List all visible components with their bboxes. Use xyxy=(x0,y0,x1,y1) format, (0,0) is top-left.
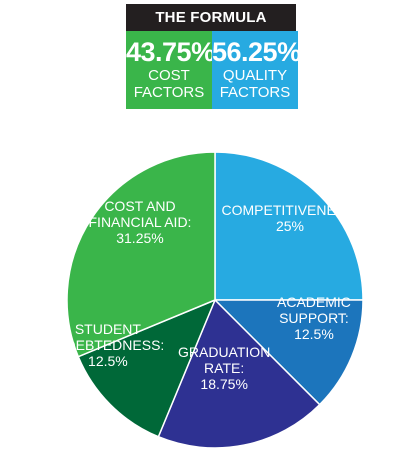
pie-slice-graduation-rate xyxy=(157,298,321,449)
pie-slice-competitiveness xyxy=(214,151,364,301)
slice-label-competitiveness: COMPETITIVENESS: 25% xyxy=(222,202,359,234)
slice-label-line: ACADEMIC xyxy=(277,294,351,310)
slice-label-line: INDEBTEDNESS: xyxy=(51,337,165,353)
slice-label-line: COST AND xyxy=(104,198,176,214)
slice-label-line: STUDENT xyxy=(74,321,141,337)
slice-label-line: 12.5% xyxy=(294,326,334,342)
formula-title: THE FORMULA xyxy=(126,4,296,31)
slice-label-line: GRADUATION xyxy=(178,344,271,360)
quality-factors-box: 56.25% QUALITY FACTORS xyxy=(212,31,301,109)
slice-label-academic-support: ACADEMIC SUPPORT: 12.5% xyxy=(277,294,351,342)
pie-slice-academic-support xyxy=(213,299,364,406)
slice-label-line: 31.25% xyxy=(116,230,164,246)
slice-label-line: 18.75% xyxy=(200,376,248,392)
cost-factors-box: 43.75% COST FACTORS xyxy=(126,31,215,109)
slice-label-cost-and-financial-aid: COST AND FINANCIAL AID: 31.25% xyxy=(89,198,192,246)
cost-factors-label-line2: FACTORS xyxy=(133,84,205,101)
slice-label-line: 25% xyxy=(275,218,304,234)
pie-slice-cost-and-financial-aid xyxy=(66,151,216,358)
cost-factors-label-line1: COST xyxy=(148,67,190,84)
quality-factors-percent: 56.25% xyxy=(212,37,301,67)
cost-factors-percent: 43.75% xyxy=(126,37,215,67)
slice-label-line: SUPPORT: xyxy=(279,310,349,326)
slice-label-line: FINANCIAL AID: xyxy=(88,214,192,230)
pie-slice-student-indebtedness xyxy=(77,298,217,438)
quality-factors-label-line1: QUALITY xyxy=(222,67,288,84)
slice-label-line: RATE: xyxy=(204,360,245,376)
slice-label-line: 12.5% xyxy=(88,353,128,369)
slice-label-student-indebtedness: STUDENT INDEBTEDNESS: 12.5% xyxy=(52,321,165,369)
slice-label-line: COMPETITIVENESS: xyxy=(221,202,359,218)
slice-label-graduation-rate: GRADUATION RATE: 18.75% xyxy=(178,344,270,392)
quality-factors-label-line2: FACTORS xyxy=(219,84,291,101)
